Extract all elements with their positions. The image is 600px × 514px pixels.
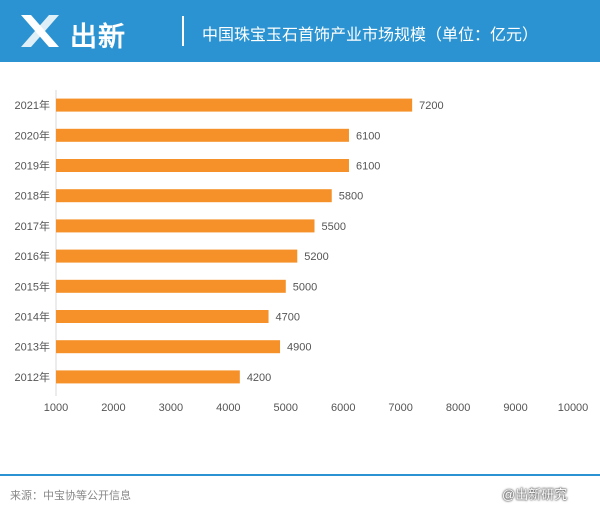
data-label: 6100 [356,161,380,173]
y-tick-label: 2014年 [15,310,50,324]
x-tick-label: 9000 [503,402,527,414]
source-note: 来源：中宝协等公开信息 [10,490,131,502]
y-tick-label: 2021年 [15,98,50,112]
chart-title: 中国珠宝玉石首饰产业市场规模（单位：亿元） [202,27,539,44]
y-tick-label: 2016年 [15,249,50,263]
y-tick-label: 2015年 [15,279,50,293]
x-tick-label: 5000 [274,402,298,414]
bar [56,98,413,112]
x-tick-label: 3000 [159,402,183,414]
bar [56,370,240,384]
bar [56,310,269,323]
bar [56,249,298,263]
x-tick-label: 1000 [44,402,68,414]
x-tick-label: 10000 [558,402,589,414]
x-tick-label: 2000 [101,402,125,414]
bar [56,219,315,233]
bar [56,128,349,142]
data-label: 5800 [339,191,363,203]
bar [56,340,281,354]
y-tick-label: 2017年 [15,219,50,233]
x-logo-icon [21,15,59,47]
data-label: 5200 [304,251,328,263]
footer-divider [0,474,600,476]
brand-logo: 出新 [18,8,158,54]
watermark: @出新研究 [502,487,568,502]
bar [56,279,286,293]
y-tick-label: 2012年 [15,370,50,384]
y-tick-label: 2018年 [15,189,50,203]
y-tick-label: 2019年 [15,159,50,173]
x-tick-label: 6000 [331,402,355,414]
y-tick-label: 2020年 [15,128,50,142]
bar [56,189,332,203]
header-banner: 出新 中国珠宝玉石首饰产业市场规模（单位：亿元） [0,0,600,62]
bar [56,159,349,172]
data-label: 7200 [419,100,443,112]
header-divider [182,16,184,46]
x-tick-label: 7000 [388,402,412,414]
x-tick-label: 4000 [216,402,240,414]
data-label: 4900 [287,342,311,354]
data-label: 6100 [356,130,380,142]
data-label: 5000 [293,281,317,293]
data-label: 5500 [322,221,346,233]
data-label: 4700 [276,312,300,324]
y-tick-label: 2013年 [15,340,50,354]
logo-text: 出新 [70,22,126,52]
data-label: 4200 [247,372,271,384]
x-tick-label: 8000 [446,402,470,414]
bar-chart: 2021年 7200 2020年 6100 2019年 6100 2018年 5800 2017… [15,90,589,414]
